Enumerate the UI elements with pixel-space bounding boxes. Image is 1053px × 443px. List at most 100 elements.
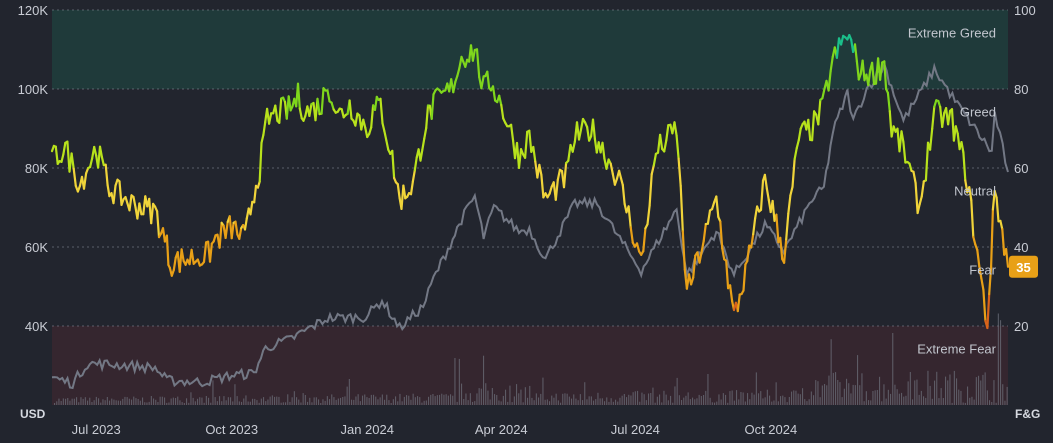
volume-bar [799,394,801,405]
volume-bar [742,392,744,405]
volume-bar [788,397,790,405]
fear-greed-segment [93,145,98,157]
volume-bar [192,397,194,405]
fear-greed-segment [452,80,457,94]
volume-bar [474,401,476,405]
volume-bar [687,392,689,405]
fear-greed-segment [646,204,651,226]
fear-greed-segment [652,152,658,167]
volume-bar [716,401,718,405]
volume-bar [230,397,232,405]
volume-bar [494,394,496,405]
volume-bar [71,398,73,405]
volume-bar [133,396,135,405]
volume-bar [995,402,997,405]
volume-bar [89,397,91,405]
fear-greed-segment [787,194,792,215]
volume-bar [205,396,207,405]
fear-greed-segment [976,248,981,268]
fear-greed-segment [810,110,816,142]
volume-bar [311,402,313,405]
volume-bar [419,397,421,405]
volume-bar [771,401,773,405]
fear-greed-segment [456,66,461,77]
volume-bar [340,397,342,405]
fear-greed-segment [861,59,866,82]
volume-bar [456,401,458,405]
volume-bar [751,392,753,405]
volume-bar [76,397,78,405]
fear-greed-segment [719,220,724,250]
volume-bar [1006,386,1008,405]
fear-greed-segment [665,124,670,142]
fear-greed-segment [138,202,143,216]
fear-greed-segment [287,95,292,112]
fear-greed-segment [779,236,784,261]
fear-greed-segment [916,203,921,215]
badge-background [1009,255,1038,278]
fear-greed-segment [419,148,424,162]
volume-bar [524,387,526,405]
volume-bar [793,390,795,405]
zone-label-extreme-greed: Extreme Greed [908,26,996,41]
volume-bar [322,399,324,405]
fear-greed-segment [627,205,632,229]
fear-greed-segment [999,219,1004,231]
volume-bar [454,358,456,405]
volume-bar [936,371,938,405]
fear-greed-segment [165,234,170,267]
volume-bar [135,398,137,405]
volume-bar [980,380,982,405]
volume-bar [331,394,333,405]
volume-bar [406,395,408,405]
volume-bar [588,396,590,405]
volume-bar [599,398,601,405]
volume-bar [518,393,520,405]
volume-bar [241,401,243,405]
fear-greed-segment [619,177,624,187]
volume-bar [808,399,810,405]
volume-bar [784,397,786,405]
volume-bar [410,399,412,405]
volume-bar [852,384,854,405]
volume-bar [872,391,874,405]
volume-bar [839,382,841,405]
volume-bar [150,396,152,405]
fear-greed-segment [827,70,832,92]
volume-bar [905,395,907,405]
fear-greed-segment [268,112,273,125]
volume-bar [498,400,500,405]
volume-bar [370,394,372,405]
volume-bar [938,398,940,405]
fear-greed-segment [941,111,946,129]
x-tick-jan-2024: Jan 2024 [340,422,394,437]
fear-greed-segment [789,185,794,197]
fear-greed-segment [673,121,678,137]
volume-bar [124,396,126,405]
x-tick-jul-2024: Jul 2024 [611,422,660,437]
volume-bar [967,386,969,405]
volume-bar [298,399,300,405]
volume-bar [199,397,201,405]
volume-bar [293,391,295,405]
volume-bar [452,395,454,405]
volume-bar [782,395,784,405]
fear-greed-segment [124,196,129,205]
volume-bar [65,398,67,405]
grid-lines [52,9,1008,327]
volume-bar [544,399,546,405]
volume-bar [258,402,260,405]
volume-bar [795,390,797,405]
volume-bar [786,402,788,405]
fear-greed-segment [208,242,213,263]
fear-greed-segment [609,162,614,175]
volume-bar [947,380,949,405]
volume-bar [469,393,471,405]
volume-bar [146,402,148,405]
fear-greed-segment [991,189,996,211]
fear-greed-segment [425,104,430,130]
volume-bar [828,375,830,405]
volume-bar [238,401,240,405]
volume-bar [153,398,155,405]
volume-bar [291,397,293,405]
